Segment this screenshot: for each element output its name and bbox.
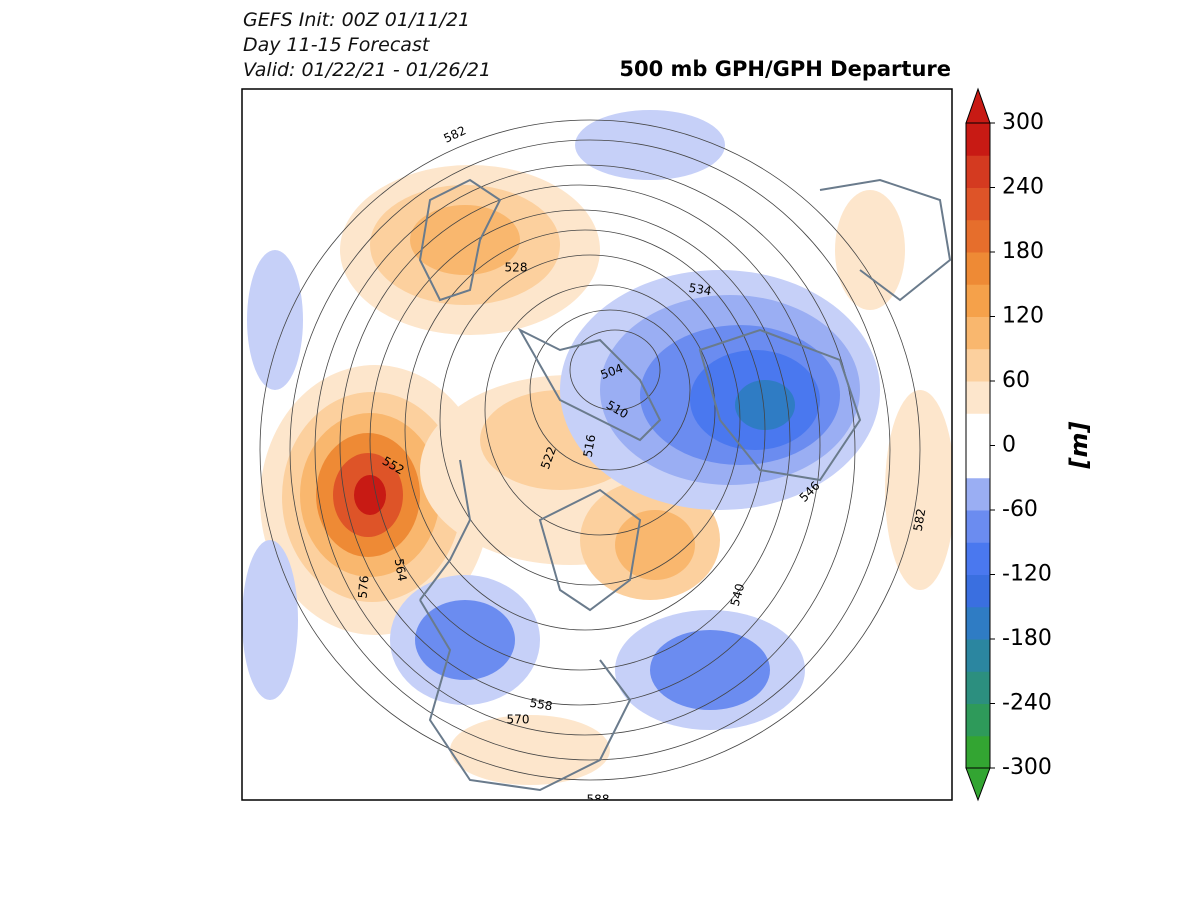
colorbar-segment <box>966 606 990 640</box>
header-line: Valid: 01/22/21 - 01/26/21 <box>243 59 491 81</box>
contour-label: 558 <box>529 696 554 714</box>
contour-label: 588 <box>587 793 610 807</box>
coastlines <box>418 178 952 792</box>
map-frame <box>241 88 953 801</box>
colorbar: -300 -240 -180 -120 -60 0 60 120 180 240 300 <box>965 87 1052 802</box>
colorbar-segment <box>966 348 990 382</box>
contour-label: 570 <box>507 713 530 727</box>
colorbar-segment <box>966 316 990 350</box>
colorbar-segment <box>966 252 990 285</box>
contour-label: 540 <box>728 582 747 608</box>
colorbar-segment <box>966 735 990 769</box>
header-line: Day 11-15 Forecast <box>243 34 431 56</box>
colorbar-extend-top <box>965 87 991 124</box>
colorbar-segment <box>966 671 990 704</box>
contour-label: 534 <box>688 281 713 299</box>
colorbar-segment <box>966 510 990 543</box>
map: 582 528 534 504 510 516 522 552 564 576 … <box>242 89 952 807</box>
contour-label: 528 <box>505 261 528 275</box>
colorbar-extend-bottom <box>965 767 991 802</box>
header-line: GEFS Init: 00Z 01/11/21 <box>243 9 470 31</box>
colorbar-segment <box>966 542 990 575</box>
colorbar-tick-label: 0 <box>1002 433 1016 458</box>
colorbar-tick-label: -120 <box>1002 562 1052 587</box>
contours <box>259 119 921 781</box>
colorbar-segment <box>966 284 990 317</box>
colorbar-segment <box>966 477 990 511</box>
colorbar-tick-label: 180 <box>1002 239 1044 264</box>
colorbar-tick-label: 300 <box>1002 110 1044 135</box>
colorbar-tick-label: 120 <box>1002 304 1044 329</box>
colorbar-segment <box>966 219 990 253</box>
colorbar-segment <box>966 445 990 479</box>
colorbar-segment <box>966 155 990 188</box>
colorbar-segment <box>966 123 990 156</box>
contour-label: 564 <box>392 557 410 582</box>
contour-label: 516 <box>581 433 599 458</box>
colorbar-segment <box>966 413 990 446</box>
contour-label: 582 <box>911 507 929 532</box>
colorbar-segment <box>966 187 990 221</box>
colorbar-segment <box>966 639 990 672</box>
map-title: 500 mb GPH/GPH Departure <box>619 57 951 81</box>
colorbar-segment <box>966 703 990 737</box>
colorbar-tick-label: -300 <box>1002 755 1052 780</box>
colorbar-tick-label: -60 <box>1002 497 1038 522</box>
colorbar-tick-label: -180 <box>1002 626 1052 651</box>
colorbar-segment <box>966 381 990 414</box>
colorbar-segment <box>966 574 990 608</box>
colorbar-label: [m] <box>1065 422 1093 470</box>
positive-anomalies <box>260 165 952 785</box>
colorbar-tick-label: 240 <box>1002 175 1044 200</box>
colorbar-tick-label: 60 <box>1002 368 1030 393</box>
colorbar-tick-label: -240 <box>1002 691 1052 716</box>
contour-label: 576 <box>356 575 372 599</box>
